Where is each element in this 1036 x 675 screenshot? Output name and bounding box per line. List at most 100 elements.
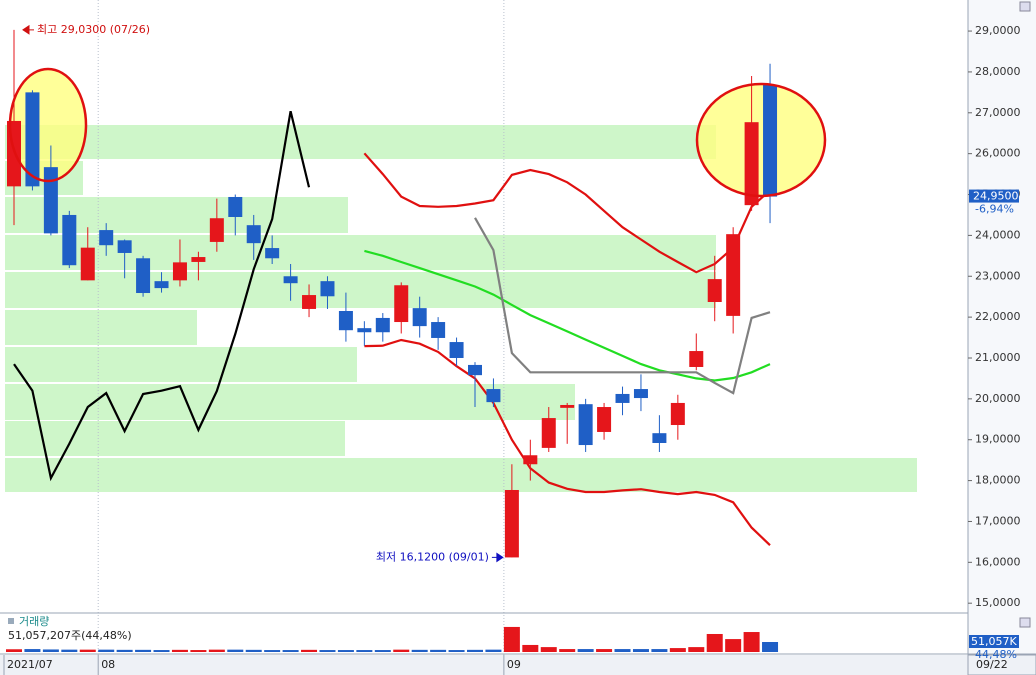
volume-bar (632, 649, 649, 652)
close-button[interactable] (1019, 617, 1031, 628)
y-tick-label: 20,0000 (975, 392, 1021, 405)
profile-band (5, 347, 357, 382)
annotation-label: 최고 29,0300 (07/26) (37, 23, 150, 36)
volume-bar (577, 649, 594, 652)
candle-body (394, 285, 409, 323)
volume-bar (319, 650, 336, 652)
volume-title: 거래량 (19, 615, 49, 628)
candle-body (486, 389, 501, 403)
candle-body (431, 322, 446, 338)
annotation-arrow (22, 24, 34, 35)
overlay-line (364, 249, 771, 382)
candle-body (652, 433, 667, 443)
overlay-line (364, 338, 771, 546)
volume-bar (301, 649, 318, 652)
candle-body (283, 276, 298, 284)
volume-bar (153, 650, 170, 652)
volume-bar (467, 649, 483, 652)
candle-body (744, 122, 759, 206)
volume-bar (227, 649, 244, 652)
candle-body (615, 393, 630, 403)
candle-body (117, 240, 132, 253)
candle-body (468, 364, 482, 376)
current-price-label: 24,9500 (973, 190, 1019, 203)
annotation-label: 최저 16,1200 (09/01) (376, 550, 489, 563)
volume-ratio: 44,48% (975, 648, 1017, 661)
y-tick-label: 17,0000 (975, 514, 1021, 527)
y-tick-label: 27,0000 (975, 106, 1021, 119)
volume-bar (430, 649, 447, 652)
candle-body (265, 248, 280, 259)
close-button[interactable] (1019, 1, 1031, 12)
candle-body (707, 279, 722, 303)
y-tick-label: 21,0000 (975, 351, 1021, 364)
overlay-line (363, 152, 771, 274)
candle-body (578, 404, 593, 446)
volume-bar (503, 626, 520, 652)
current-change: -6,94% (975, 203, 1014, 216)
candle-body (560, 404, 575, 408)
y-tick-label: 23,0000 (975, 269, 1021, 282)
volume-bar (116, 649, 133, 652)
volume-bar (190, 650, 207, 652)
volume-bar (596, 649, 613, 652)
candle-body (523, 455, 538, 465)
y-tick-label: 22,0000 (975, 310, 1021, 323)
volume-bar (208, 649, 225, 652)
volume-bar (540, 647, 557, 652)
volume-bar (171, 649, 188, 652)
y-tick-label: 16,0000 (975, 555, 1021, 568)
candle-body (25, 92, 40, 187)
candle-body (375, 317, 390, 333)
overlay-line (13, 110, 311, 482)
candle-body (597, 407, 612, 432)
overlay-line (474, 217, 771, 395)
volume-value-box (969, 635, 1019, 649)
y-tick-label: 24,0000 (975, 228, 1021, 241)
candle-body (449, 342, 464, 358)
candle-body (302, 295, 317, 309)
volume-bar (79, 649, 96, 652)
volume-bar (411, 649, 428, 652)
volume-bar (245, 649, 262, 652)
profile-band (5, 421, 345, 456)
y-tick-label: 28,0000 (975, 65, 1021, 78)
right-axis-panel (968, 0, 1036, 655)
x-tick-label: 2021/07 (7, 658, 53, 671)
volume-bar (651, 649, 668, 652)
volume-bar (614, 649, 631, 652)
candle-body (320, 281, 335, 297)
candle-body (172, 262, 187, 281)
volume-bar (98, 649, 115, 652)
candle-body (43, 167, 58, 234)
volume-bar (24, 649, 41, 652)
candle-body (246, 225, 261, 244)
y-tick-label: 26,0000 (975, 147, 1021, 160)
volume-tick-label: 51,057K (971, 635, 1017, 648)
volume-bar (743, 632, 760, 652)
plot-area: 최고 29,0300 (07/26) 최저 16,1200 (09/01) (7, 0, 778, 655)
profile-band (5, 125, 716, 159)
profile-band (5, 384, 575, 420)
volume-summary: 51,057,207주(44,48%) (8, 629, 132, 642)
current-price-box (969, 189, 1019, 203)
volume-bar (559, 649, 576, 652)
volume-bar (264, 650, 281, 652)
highlight-circle (8, 67, 88, 183)
x-tick-label: 09 (507, 658, 521, 671)
candle-body (689, 351, 704, 367)
candle-body (541, 418, 556, 448)
candle-body (136, 258, 151, 294)
candle-body (62, 214, 77, 266)
volume-bar (448, 650, 465, 652)
volume-bar (61, 649, 78, 652)
candle-body (763, 85, 778, 197)
volume-bar (393, 649, 410, 652)
candle-body (209, 218, 224, 242)
highlight-circle (695, 82, 827, 198)
y-tick-label: 19,0000 (975, 433, 1021, 446)
profile-band (5, 197, 348, 233)
candle-body (633, 389, 648, 399)
